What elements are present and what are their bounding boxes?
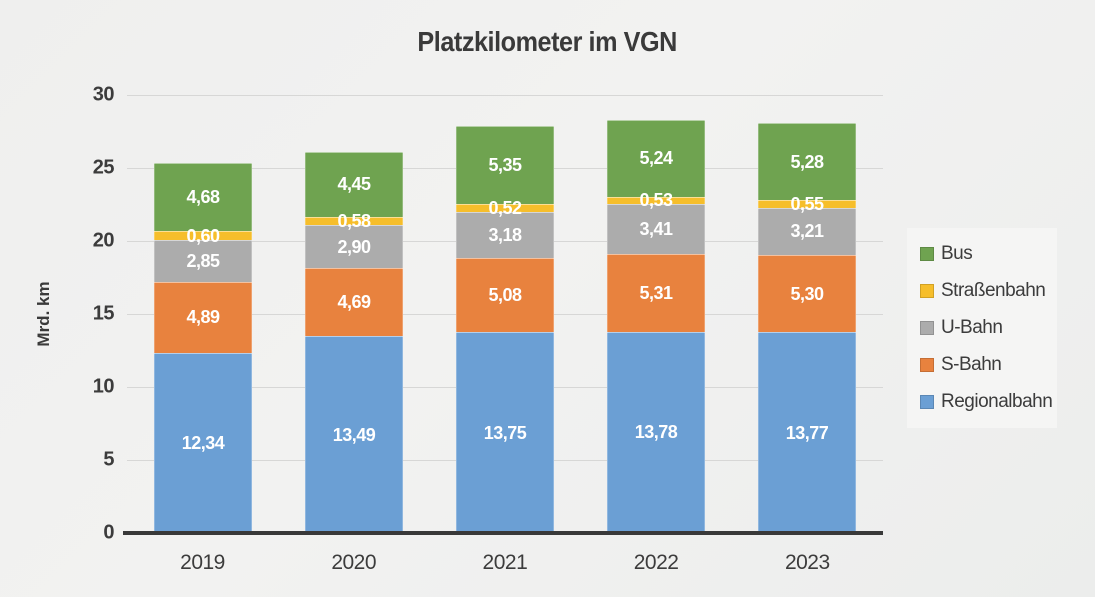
bar-segment-regionalbahn: 13,77 — [758, 332, 856, 534]
bar-segment-regionalbahn: 13,78 — [607, 331, 705, 533]
segment-value-label: 0,60 — [186, 225, 220, 246]
x-tick-label-2022: 2022 — [633, 551, 679, 574]
bar-segment-u-bahn: 3,18 — [456, 211, 554, 259]
bar-segment-bus: 4,68 — [154, 163, 252, 232]
legend-label: S-Bahn — [941, 353, 1002, 375]
legend-item-s-bahn: S-Bahn — [920, 354, 1057, 376]
y-tick-label: 10 — [92, 375, 115, 398]
segment-value-label: 4,45 — [337, 174, 371, 195]
legend-label: Regionalbahn — [941, 390, 1053, 412]
segment-value-label: 13,49 — [332, 424, 376, 445]
segment-value-label: 0,53 — [639, 190, 673, 211]
bar-segment-straßenbahn: 0,52 — [456, 199, 554, 217]
segment-value-label: 0,52 — [488, 197, 522, 218]
bar-segment-bus: 5,28 — [758, 123, 856, 201]
bar-segment-straßenbahn: 0,60 — [154, 227, 252, 245]
segment-value-label: 5,31 — [639, 282, 673, 303]
segment-value-label: 3,41 — [639, 219, 673, 240]
bar-segment-bus: 5,24 — [607, 120, 705, 197]
segment-value-label: 4,69 — [337, 291, 371, 312]
x-tick-label-2023: 2023 — [784, 551, 830, 574]
segment-value-label: 2,85 — [186, 250, 220, 271]
bar-segment-regionalbahn: 13,49 — [305, 336, 403, 533]
bar-segment-s-bahn: 4,89 — [154, 281, 252, 353]
bar-2020: 4,45 0,58 2,90 4,69 13,49 — [305, 152, 403, 533]
segment-value-label: 2,90 — [337, 236, 371, 257]
legend-label: Bus — [941, 243, 973, 265]
segment-value-label: 3,18 — [488, 224, 522, 245]
y-tick-label: 15 — [92, 302, 115, 325]
legend-item-straßenbahn: Straßenbahn — [920, 280, 1057, 302]
bar-segment-s-bahn: 5,31 — [607, 254, 705, 332]
legend-label: U-Bahn — [941, 316, 1003, 338]
chart-title: Platzkilometer im VGN — [0, 26, 1095, 58]
legend-swatch-straßenbahn — [920, 284, 934, 299]
bar-segment-u-bahn: 3,41 — [607, 204, 705, 255]
bar-segment-s-bahn: 5,30 — [758, 254, 856, 333]
legend-item-regionalbahn: Regionalbahn — [920, 391, 1057, 413]
y-tick-label: 5 — [103, 448, 114, 471]
legend-item-u-bahn: U-Bahn — [920, 317, 1057, 339]
gridline — [127, 94, 883, 96]
x-axis-line — [123, 531, 883, 535]
bar-segment-straßenbahn: 0,53 — [607, 191, 705, 209]
segment-value-label: 12,34 — [181, 432, 225, 453]
y-tick-label: 30 — [92, 83, 115, 106]
segment-value-label: 13,75 — [483, 422, 527, 443]
x-tick-label-2021: 2021 — [482, 551, 528, 574]
legend-swatch-regionalbahn — [920, 394, 934, 409]
bar-2021: 5,35 0,52 3,18 5,08 13,75 — [456, 126, 554, 534]
segment-value-label: 13,77 — [785, 422, 829, 443]
legend-label: Straßenbahn — [941, 280, 1046, 302]
bar-2022: 5,24 0,53 3,41 5,31 13,78 — [607, 120, 705, 533]
x-tick-label-2020: 2020 — [331, 551, 377, 574]
bar-segment-s-bahn: 4,69 — [305, 267, 403, 337]
segment-value-label: 13,78 — [634, 422, 678, 443]
legend: Bus Straßenbahn U-Bahn S-Bahn Regionalbahn — [907, 228, 1057, 428]
bar-segment-regionalbahn: 13,75 — [456, 332, 554, 534]
bar-segment-u-bahn: 2,90 — [305, 225, 403, 268]
segment-value-label: 5,30 — [790, 283, 824, 304]
y-tick-label: 0 — [103, 521, 114, 544]
bar-2023: 5,28 0,55 3,21 5,30 13,77 — [758, 123, 856, 534]
bar-segment-regionalbahn: 12,34 — [154, 352, 252, 533]
bar-segment-straßenbahn: 0,55 — [758, 195, 856, 213]
chart-title-text: Platzkilometer im VGN — [417, 26, 678, 57]
segment-value-label: 5,08 — [488, 285, 522, 306]
legend-swatch-bus — [920, 247, 934, 262]
bar-segment-s-bahn: 5,08 — [456, 258, 554, 333]
segment-value-label: 3,21 — [790, 221, 824, 242]
bar-segment-bus: 4,45 — [305, 152, 403, 217]
y-tick-label: 25 — [92, 156, 115, 179]
segment-value-label: 0,58 — [337, 211, 371, 232]
bar-segment-u-bahn: 3,21 — [758, 208, 856, 255]
x-tick-label-2019: 2019 — [180, 551, 225, 574]
y-tick-label: 20 — [92, 229, 115, 252]
bar-segment-u-bahn: 2,85 — [154, 240, 252, 282]
segment-value-label: 0,55 — [790, 194, 824, 215]
segment-value-label: 4,89 — [186, 307, 220, 328]
segment-value-label: 4,68 — [186, 187, 220, 208]
segment-value-label: 5,24 — [639, 148, 673, 169]
bar-segment-bus: 5,35 — [456, 126, 554, 205]
bar-2019: 4,68 0,60 2,85 4,89 12,34 — [154, 163, 252, 533]
legend-swatch-s-bahn — [920, 357, 934, 372]
plot-area: 4,68 0,60 2,85 4,89 12,34 4,45 0,58 2,90 4,69 13,… — [123, 94, 883, 535]
bar-segment-straßenbahn: 0,58 — [305, 212, 403, 230]
segment-value-label: 5,28 — [790, 151, 824, 172]
legend-swatch-u-bahn — [920, 320, 934, 335]
segment-value-label: 5,35 — [488, 155, 522, 176]
legend-item-bus: Bus — [920, 243, 1057, 265]
